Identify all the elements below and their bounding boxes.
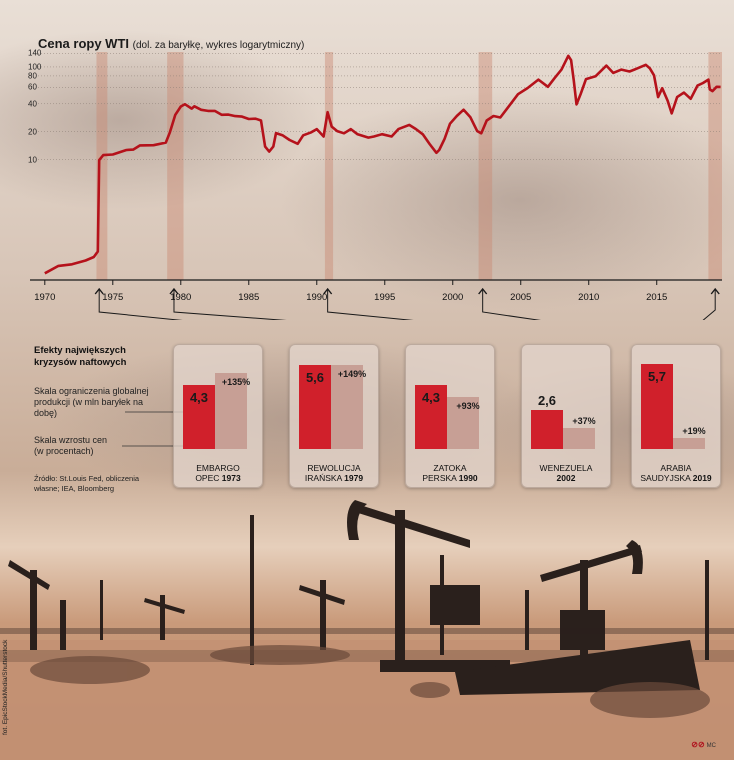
x-tick-label: 2015 [646, 292, 668, 303]
x-tick-label: 2000 [442, 292, 464, 303]
crisis-year: 2002 [556, 473, 576, 483]
crisis-year: 2019 [692, 473, 712, 483]
pumpjack-silhouettes [0, 500, 734, 695]
x-tick-label: 1970 [34, 292, 56, 303]
y-tick-label: 60 [28, 82, 37, 92]
crisis-card: 5,6 +149% REWOLUCJA IRAŃSKA 1979 [289, 344, 379, 488]
photo-credit: fot. EpicStockMedia/Shutterstock [2, 639, 9, 735]
growth-value: +135% [221, 377, 251, 388]
growth-bar [447, 396, 479, 449]
production-bar [415, 384, 447, 449]
y-gridlines [38, 53, 722, 160]
chart-title: Cena ropy WTI (dol. za baryłkę, wykres l… [38, 36, 304, 51]
crisis-connector [327, 290, 414, 320]
crisis-card: 2,6 +37% WENEZUELA 2002 [521, 344, 611, 488]
legend-title: Efekty największych kryzysów naftowych [34, 345, 127, 368]
crisis-card: 5,7 +19% ARABIA SAUDYJSKA 2019 [631, 344, 721, 488]
source-note: Źródło: St.Louis Fed, obliczenia własne;… [34, 474, 140, 493]
growth-value: +149% [337, 369, 367, 380]
crisis-card: 4,3 +135% EMBARGO OPEC 1973 [173, 344, 263, 488]
price-chart [30, 52, 722, 320]
crisis-connector [702, 290, 716, 320]
connector-arrow [478, 287, 488, 295]
production-value: 2,6 [537, 393, 557, 408]
production-value: 5,7 [647, 368, 667, 384]
growth-bar [331, 365, 363, 449]
y-tick-label: 20 [28, 127, 37, 137]
crisis-name: ARABIA SAUDYJSKA 2019 [640, 463, 712, 483]
connector-arrow [169, 287, 179, 295]
crisis-name: EMBARGO OPEC 1973 [195, 463, 241, 483]
x-tick-label: 2005 [510, 292, 532, 303]
growth-bar [215, 373, 247, 449]
crisis-year: 1979 [344, 473, 364, 483]
x-tick-label: 1975 [102, 292, 124, 303]
chart-title-main: Cena ropy WTI [38, 36, 130, 51]
x-tick-label: 1985 [238, 292, 260, 303]
y-tick-label: 10 [28, 155, 37, 165]
x-tick-label: 1995 [374, 292, 396, 303]
crisis-label: WENEZUELA 2002 [522, 463, 610, 483]
crisis-connector [98, 290, 183, 320]
x-tick-marks [44, 280, 658, 285]
crisis-name: WENEZUELA 2002 [539, 463, 593, 483]
crisis-shade [478, 52, 493, 280]
wti-price-line [44, 54, 721, 275]
production-bar [299, 365, 331, 449]
growth-bar [673, 438, 705, 449]
connector-arrow [710, 287, 720, 295]
legend-production: Skala ograniczenia globalnej produkcji (… [34, 386, 149, 418]
production-value: 4,3 [421, 389, 441, 405]
crisis-connector [173, 290, 287, 320]
crisis-shades [96, 52, 722, 280]
crisis-shade [708, 52, 722, 280]
crisis-year: 1990 [458, 473, 478, 483]
crisis-label: ZATOKA PERSKA 1990 [406, 463, 494, 483]
y-tick-label: 100 [28, 62, 42, 72]
production-bar [183, 384, 215, 449]
logo-initials: MC [706, 743, 716, 749]
crisis-card: 4,3 +93% ZATOKA PERSKA 1990 [405, 344, 495, 488]
publisher-logo: ⊘⊘ MC [691, 740, 716, 749]
crisis-label: REWOLUCJA IRAŃSKA 1979 [290, 463, 378, 483]
y-tick-label: 40 [28, 99, 37, 109]
growth-value: +93% [456, 400, 480, 411]
crisis-label: ARABIA SAUDYJSKA 2019 [632, 463, 720, 483]
connector-arrow [94, 287, 104, 295]
crisis-year: 1973 [221, 473, 241, 483]
crisis-connectors [94, 287, 720, 320]
crisis-shade [96, 52, 108, 280]
production-bar [641, 363, 673, 449]
chart-subtitle: (dol. za baryłkę, wykres logarytmiczny) [132, 40, 305, 51]
logo-mark: ⊘⊘ [691, 740, 705, 749]
growth-value: +19% [682, 426, 706, 437]
production-value: 5,6 [305, 370, 325, 385]
growth-bar [563, 428, 595, 449]
production-value: 4,3 [189, 389, 209, 405]
x-tick-label: 1990 [306, 292, 328, 303]
crisis-name: REWOLUCJA IRAŃSKA 1979 [304, 463, 364, 483]
connector-arrow [323, 287, 333, 295]
crisis-shade [324, 52, 334, 280]
crisis-label: EMBARGO OPEC 1973 [174, 463, 262, 483]
legend-growth: Skala wzrostu cen (w procentach) [34, 435, 108, 456]
growth-value: +37% [572, 416, 596, 427]
x-tick-label: 2010 [578, 292, 600, 303]
y-tick-label: 80 [28, 71, 37, 81]
crisis-connector [482, 290, 542, 320]
x-tick-label: 1980 [170, 292, 192, 303]
y-tick-label: 140 [28, 48, 42, 58]
production-bar [531, 410, 563, 449]
crisis-name: ZATOKA PERSKA 1990 [422, 463, 478, 483]
